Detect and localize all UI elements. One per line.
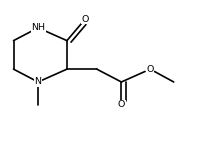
Text: O: O <box>81 15 89 24</box>
Text: O: O <box>118 100 125 109</box>
Text: O: O <box>147 65 154 74</box>
Text: NH: NH <box>31 23 45 32</box>
Text: N: N <box>35 77 41 87</box>
